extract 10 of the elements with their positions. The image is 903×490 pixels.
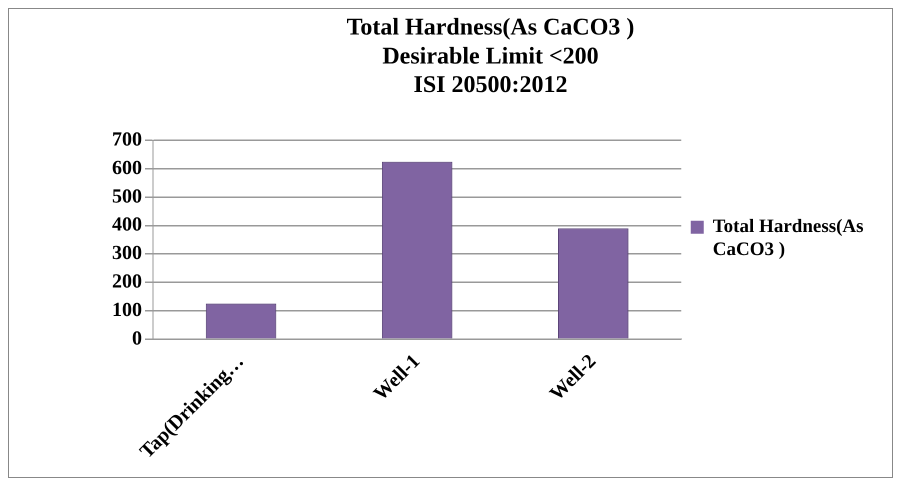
y-tick-label: 600 (112, 156, 142, 179)
y-tick-label: 300 (112, 242, 142, 264)
chart-title: Total Hardness(As CaCO3 ) Desirable Limit <200 ISI 20500:2012 (346, 14, 634, 98)
y-tick-label: 700 (112, 128, 142, 151)
y-tick-label: 400 (112, 214, 142, 236)
y-tick-label: 500 (112, 185, 142, 208)
legend-label: Total Hardness(As CaCO3 ) (712, 216, 864, 260)
y-tick-label: 0 (132, 327, 142, 350)
y-tick-label: 100 (112, 298, 142, 321)
y-tick-label: 200 (112, 270, 142, 292)
